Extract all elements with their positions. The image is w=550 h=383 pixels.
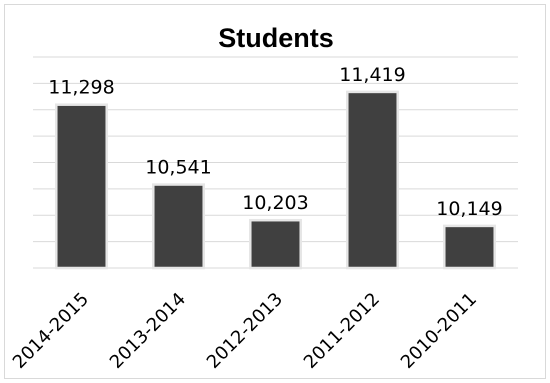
bar-2012-2013 — [249, 218, 302, 270]
data-label-2014-2015: 11,298 — [48, 77, 114, 99]
bar-2011-2012 — [346, 90, 399, 270]
bars — [55, 90, 496, 270]
x-tick-label-2010-2011: 2010-2011 — [397, 289, 481, 373]
x-tick-label-2011-2012: 2011-2012 — [300, 289, 384, 373]
chart-title: Students — [218, 23, 334, 53]
bar-2013-2014 — [152, 183, 205, 270]
gridlines — [33, 56, 518, 269]
data-labels: 11,298 10,541 10,203 11,419 10,149 — [48, 64, 502, 220]
data-label-2013-2014: 10,541 — [145, 157, 211, 179]
x-tick-label-2013-2014: 2013-2014 — [106, 289, 190, 373]
data-label-2012-2013: 10,203 — [242, 192, 308, 214]
bar-2010-2011 — [443, 224, 496, 270]
category-axis-labels: 2014-2015 2013-2014 2012-2013 2011-2012 2010… — [9, 289, 481, 373]
x-tick-label-2012-2013: 2012-2013 — [203, 289, 287, 373]
bar-2014-2015 — [55, 103, 108, 270]
data-label-2011-2012: 11,419 — [339, 64, 405, 86]
data-label-2010-2011: 10,149 — [436, 198, 502, 220]
x-tick-label-2014-2015: 2014-2015 — [9, 289, 93, 373]
